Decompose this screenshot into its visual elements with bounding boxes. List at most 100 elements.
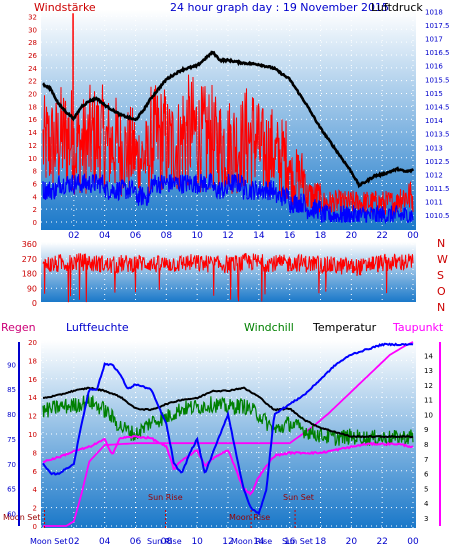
compass-label: S [437, 269, 444, 282]
pressure-line [42, 50, 415, 189]
panel1-time-tick-label: 06 [130, 231, 142, 241]
humidity-tick-label: 85 [7, 386, 16, 394]
humidity-tick-label: 60 [7, 511, 16, 519]
temperature-tick-label: 14 [424, 352, 433, 360]
wind-speed-tick-label: 24 [28, 65, 37, 73]
temperature-tick-label: 11 [424, 397, 433, 405]
event-label: Moon Rise [229, 513, 270, 522]
pressure-tick-label: 1011.5 [425, 185, 450, 193]
humidity-tick-label: 90 [7, 361, 16, 369]
panel1-time-axis: 02 04 06 08 10 12 14 16 18 20 22 00 [68, 231, 419, 241]
pressure-tick-label: 1017 [425, 36, 443, 44]
humidity-tick-label: 80 [7, 411, 16, 419]
panel3-grid [41, 341, 416, 528]
wind-direction-tick-label: 180 [22, 270, 37, 279]
wind-speed-tick-label: 10 [28, 155, 37, 163]
panel3-time-tick-label: 10 [191, 537, 203, 547]
panel3-time-axis: 02 04 06 08 10 12 14 16 18 20 22 00 [68, 537, 419, 547]
rain-tick-label: 0 [33, 523, 37, 531]
wind-direction-line [42, 253, 414, 303]
humidity-axis-label: Luftfeuchte [66, 321, 129, 334]
temperature-tick-label: 5 [424, 485, 428, 493]
temperature-legend: Temperatur [312, 321, 377, 334]
bottom-sun-rise-label: Sun Rise [147, 537, 182, 546]
temperature-tick-label: 12 [424, 382, 433, 390]
rain-line [43, 341, 414, 527]
temperature-tick-label: 10 [424, 411, 433, 419]
panel1-time-tick-label: 10 [191, 231, 203, 241]
wind-speed-tick-label: 32 [28, 13, 37, 21]
panel1-time-tick-label: 16 [284, 231, 296, 241]
panel3-time-tick-label: 02 [68, 537, 79, 547]
panel3-time-tick-label: 06 [130, 537, 142, 547]
panel3-time-tick-label: 18 [315, 537, 327, 547]
temperature-tick-label: 7 [424, 456, 428, 464]
humidity-tick-label: 75 [7, 436, 16, 444]
wind-direction-tick-label: 270 [22, 255, 37, 264]
wind-speed-tick-label: 16 [28, 116, 37, 124]
event-label: Sun Set [283, 493, 314, 502]
compass-label: N [437, 301, 445, 314]
panel3-time-tick-label: 08 [161, 537, 173, 547]
wind-speed-tick-label: 4 [33, 193, 38, 201]
panel3-time-tick-label: 04 [99, 537, 111, 547]
rain-tick-label: 20 [28, 339, 37, 347]
rain-tick-label: 6 [33, 468, 38, 476]
dewpoint-line [42, 435, 414, 496]
panel3-time-tick-label: 14 [253, 537, 265, 547]
rain-tick-label: 12 [28, 413, 37, 421]
humidity-tick-label: 70 [7, 461, 16, 469]
temperature-tick-label: 4 [424, 500, 429, 508]
wind-speed-tick-label: 30 [28, 26, 37, 34]
bottom-moon-rise-label: Moon Rise [231, 537, 272, 546]
wind-speed-tick-label: 0 [33, 219, 37, 227]
wind-direction-tick-label: 0 [32, 299, 37, 308]
panel1-series [42, 13, 415, 225]
pressure-tick-label: 1015 [425, 90, 443, 98]
rain-tick-label: 16 [28, 376, 37, 384]
panel1-time-tick-label: 08 [161, 231, 173, 241]
rain-axis: 0 2 4 6 8 10 12 14 16 18 20 [28, 339, 37, 531]
panel1-time-tick-label: 18 [315, 231, 327, 241]
bottom-event-strip: Moon Set Sun Rise Moon Rise Sun Set [30, 537, 313, 546]
temperature-axis: 3 4 5 6 7 8 9 10 11 12 13 14 [424, 342, 441, 526]
windchill-legend: Windchill [244, 321, 294, 334]
wind-speed-tick-label: 22 [28, 78, 37, 86]
wind-direction-tick-label: 360 [22, 240, 37, 249]
compass-label: N [437, 237, 445, 250]
wind-speed-tick-label: 6 [33, 180, 38, 188]
pressure-tick-label: 1018 [425, 8, 443, 16]
rain-tick-label: 2 [33, 505, 37, 513]
dewpoint-legend: Taupunkt [392, 321, 444, 334]
wind-speed-tick-label: 14 [28, 129, 37, 137]
pressure-tick-label: 1010.5 [425, 212, 450, 220]
pressure-tick-label: 1015.5 [425, 76, 450, 84]
windchill-line [42, 394, 414, 447]
chart-title: 24 hour graph day : 19 November 2015 [170, 1, 389, 14]
rain-tick-label: 18 [28, 357, 37, 365]
wind-speed-tick-label: 20 [28, 91, 37, 99]
panel1-time-tick-label: 02 [68, 231, 79, 241]
temperature-tick-label: 8 [424, 441, 428, 449]
humidity-line [42, 342, 414, 516]
humidity-axis: 60 65 70 75 80 85 90 [7, 342, 20, 526]
panel1-time-tick-label: 12 [222, 231, 233, 241]
astronomy-events: Moon Set Sun Rise Moon Rise Sun Set [3, 493, 314, 528]
temperature-panel: Regen Luftfeuchte Windchill Temperatur T… [1, 321, 444, 547]
panel3-time-tick-label: 16 [284, 537, 296, 547]
event-label: Moon Set [3, 513, 40, 522]
wind-speed-axis-label: Windstärke [34, 1, 96, 14]
pressure-tick-label: 1012.5 [425, 158, 450, 166]
panel1-time-tick-label: 14 [253, 231, 265, 241]
pressure-tick-label: 1013.5 [425, 131, 450, 139]
rain-axis-label: Regen [1, 321, 36, 334]
rain-tick-label: 8 [33, 449, 37, 457]
rain-tick-label: 10 [28, 431, 37, 439]
bottom-sun-set-label: Sun Set [282, 537, 313, 546]
wind-speed-tick-label: 8 [33, 168, 37, 176]
pressure-tick-label: 1011 [425, 199, 443, 207]
temperature-tick-label: 3 [424, 515, 428, 523]
panel2-series [42, 253, 414, 303]
